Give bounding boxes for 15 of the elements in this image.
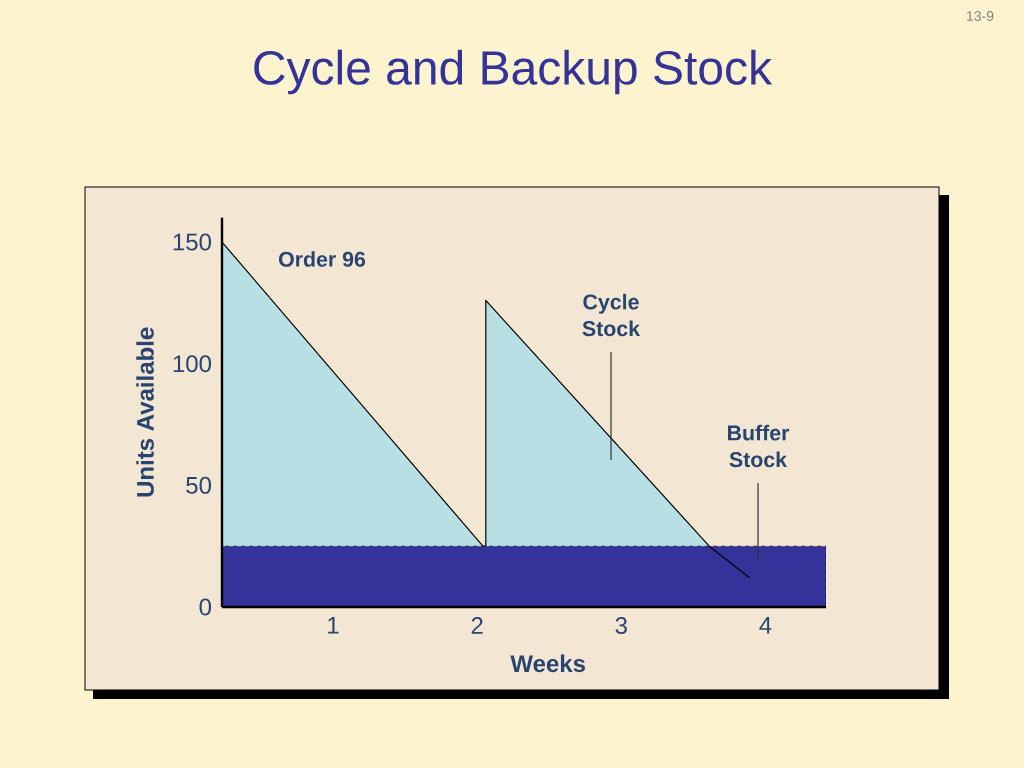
x-tick-label: 1 — [328, 617, 339, 634]
y-tick-label: 0 — [199, 598, 212, 616]
y-axis-title: Units Available — [136, 327, 154, 497]
annotation: Buffer Stock — [728, 424, 790, 468]
x-tick-label: 4 — [759, 617, 772, 634]
y-tick-label: 150 — [173, 233, 212, 251]
x-tick-label: 2 — [471, 617, 483, 634]
annotation: Cycle Stock — [582, 293, 641, 337]
x-tick-label: 3 — [615, 617, 627, 635]
x-axis-title: Weeks — [510, 654, 585, 673]
annotation: Order 96 — [279, 251, 366, 267]
chart-title: Cycle and Backup Stock — [254, 49, 773, 95]
y-tick-label: 100 — [173, 355, 212, 373]
text: 13-9 — [967, 11, 994, 21]
y-tick-label: 50 — [186, 476, 212, 494]
